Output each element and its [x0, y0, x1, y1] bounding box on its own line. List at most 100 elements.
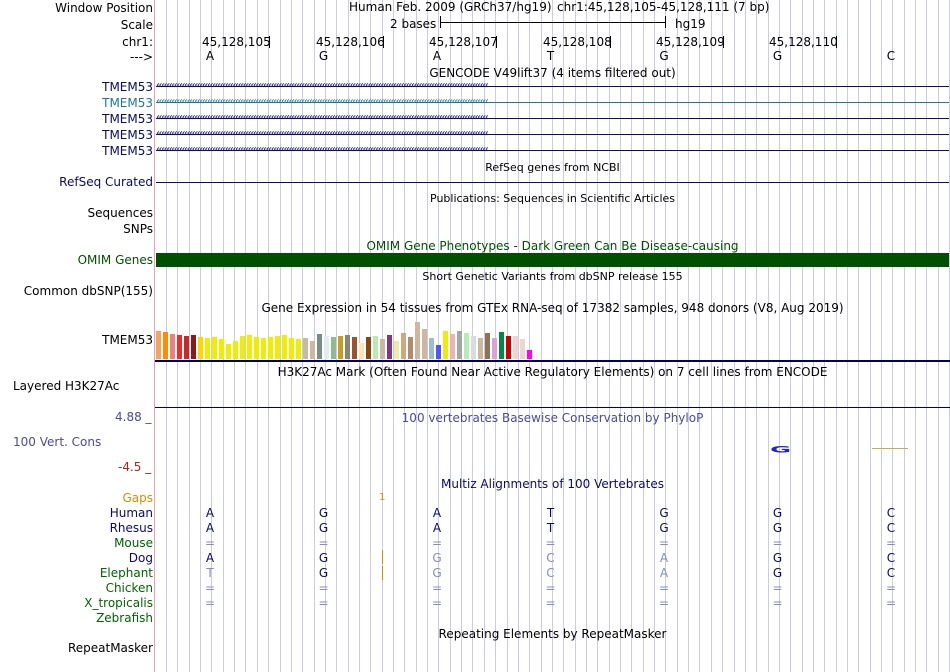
gtex-tissue-bar[interactable]	[226, 344, 231, 359]
gencode-transcript-line[interactable]	[156, 118, 949, 119]
gtex-tissue-bar[interactable]	[464, 333, 469, 359]
position-readout[interactable]: chr1:45,128,105-45,128,111 (7 bp)	[557, 0, 770, 14]
gtex-tissue-bar[interactable]	[443, 331, 448, 359]
gencode-transcript-label[interactable]: TMEM53	[102, 80, 153, 94]
gencode-transcript-label[interactable]: TMEM53	[102, 96, 153, 110]
refseq-track-label[interactable]: RefSeq Curated	[59, 175, 153, 189]
gtex-track-label[interactable]: TMEM53	[102, 333, 153, 347]
publications-track-title[interactable]: Publications: Sequences in Scientific Ar…	[430, 192, 675, 205]
multiz-track-title[interactable]: Multiz Alignments of 100 Vertebrates	[440, 477, 665, 491]
gtex-tissue-bar[interactable]	[338, 336, 343, 359]
gtex-tissue-bar[interactable]	[429, 338, 434, 359]
phylop-track-title[interactable]: 100 vertebrates Basewise Conservation by…	[401, 411, 704, 425]
gtex-tissue-bar[interactable]	[415, 322, 420, 359]
phylop-track-label[interactable]: 100 Vert. Cons	[13, 435, 102, 449]
gtex-tissue-bar[interactable]	[408, 337, 413, 359]
gtex-tissue-bar[interactable]	[513, 336, 518, 359]
gtex-tissue-bar[interactable]	[170, 334, 175, 359]
species-label[interactable]: Rhesus	[109, 521, 153, 535]
gtex-tissue-bar[interactable]	[394, 341, 399, 359]
gtex-tissue-bar[interactable]	[233, 341, 238, 359]
h3k27ac-track-label[interactable]: Layered H3K27Ac	[13, 379, 120, 393]
gtex-tissue-bar[interactable]	[324, 336, 329, 359]
species-label[interactable]: Dog	[128, 551, 153, 565]
gtex-tissue-bar[interactable]	[177, 335, 182, 359]
gtex-tissue-bar[interactable]	[450, 334, 455, 359]
gtex-tissue-bar[interactable]	[240, 336, 245, 359]
gtex-tissue-bar[interactable]	[184, 336, 189, 359]
gtex-tissue-bar[interactable]	[387, 335, 392, 359]
species-label[interactable]: Human	[109, 506, 153, 520]
gtex-tissue-bar[interactable]	[163, 332, 168, 359]
h3k27ac-track-title[interactable]: H3K27Ac Mark (Often Found Near Active Re…	[277, 365, 828, 379]
gtex-tissue-bar[interactable]	[303, 338, 308, 359]
gtex-tissue-bar[interactable]	[520, 339, 525, 359]
gencode-transcript-label[interactable]: TMEM53	[102, 144, 153, 158]
omim-track-label[interactable]: OMIM Genes	[77, 253, 153, 267]
refseq-gene-line[interactable]	[156, 182, 949, 183]
grid-line	[734, 0, 735, 672]
gencode-transcript-label[interactable]: TMEM53	[102, 128, 153, 142]
aligned-base: A	[659, 551, 669, 565]
refseq-track-title[interactable]: RefSeq genes from NCBI	[485, 161, 620, 174]
gtex-tissue-bar[interactable]	[310, 341, 315, 359]
gtex-tissue-bar[interactable]	[380, 339, 385, 359]
gtex-tissue-bar[interactable]	[198, 337, 203, 359]
gtex-tissue-bar[interactable]	[212, 337, 217, 359]
gtex-tissue-bar[interactable]	[506, 336, 511, 359]
gtex-tissue-bar[interactable]	[282, 335, 287, 359]
gtex-tissue-bar[interactable]	[527, 350, 532, 359]
repeatmasker-track-title[interactable]: Repeating Elements by RepeatMasker	[438, 627, 667, 641]
omim-gene-bar[interactable]	[156, 253, 949, 267]
dbsnp-track-title[interactable]: Short Genetic Variants from dbSNP releas…	[422, 270, 683, 283]
species-label[interactable]: Chicken	[105, 581, 153, 595]
gtex-tissue-bar[interactable]	[289, 338, 294, 359]
gtex-tissue-bar[interactable]	[492, 338, 497, 359]
gtex-tissue-bar[interactable]	[261, 338, 266, 359]
gtex-tissue-bar[interactable]	[457, 331, 462, 359]
repeatmasker-track-label[interactable]: RepeatMasker	[67, 641, 153, 655]
gtex-tissue-bar[interactable]	[317, 334, 322, 359]
species-label[interactable]: Mouse	[114, 536, 153, 550]
gencode-transcript-line[interactable]	[156, 86, 949, 87]
gaps-label[interactable]: Gaps	[122, 491, 153, 505]
species-label[interactable]: Zebrafish	[96, 611, 153, 625]
gencode-transcript-line[interactable]	[156, 150, 949, 151]
gtex-tissue-bar[interactable]	[471, 336, 476, 359]
gtex-tissue-bar[interactable]	[219, 339, 224, 359]
gtex-tissue-bar[interactable]	[366, 337, 371, 359]
gtex-tissue-bar[interactable]	[436, 345, 441, 359]
gencode-transcript-line[interactable]	[156, 102, 949, 103]
gtex-tissue-bar[interactable]	[373, 336, 378, 359]
window-position-label: Window Position	[55, 1, 153, 15]
gtex-tissue-bar[interactable]	[254, 337, 259, 359]
gtex-tissue-bar[interactable]	[296, 339, 301, 359]
gtex-tissue-bar[interactable]	[499, 332, 504, 359]
dbsnp-track-label[interactable]: Common dbSNP(155)	[23, 284, 153, 298]
gtex-tissue-bar[interactable]	[485, 333, 490, 359]
gencode-transcript-label[interactable]: TMEM53	[102, 112, 153, 126]
aligned-base: G	[318, 506, 329, 520]
snps-track-label[interactable]: SNPs	[123, 222, 153, 236]
gtex-tissue-bar[interactable]	[205, 338, 210, 359]
gtex-tissue-bar[interactable]	[275, 336, 280, 359]
omim-track-title[interactable]: OMIM Gene Phenotypes - Dark Green Can Be…	[366, 239, 739, 253]
gencode-track-title[interactable]: GENCODE V49lift37 (4 items filtered out)	[429, 66, 676, 80]
species-label[interactable]: Elephant	[99, 566, 153, 580]
gtex-tissue-bar[interactable]	[359, 343, 364, 359]
gtex-tissue-bar[interactable]	[331, 337, 336, 359]
gtex-tissue-bar[interactable]	[401, 333, 406, 359]
sequences-track-label[interactable]: Sequences	[87, 206, 153, 220]
gtex-tissue-bar[interactable]	[352, 337, 357, 359]
gtex-tissue-bar[interactable]	[478, 338, 483, 359]
gtex-tissue-bar[interactable]	[422, 329, 427, 359]
gtex-track-title[interactable]: Gene Expression in 54 tissues from GTEx …	[261, 301, 844, 315]
gtex-tissue-bar[interactable]	[345, 335, 350, 359]
gtex-tissue-bar[interactable]	[156, 331, 161, 359]
grid-line	[790, 0, 791, 672]
gencode-transcript-line[interactable]	[156, 134, 949, 135]
gtex-tissue-bar[interactable]	[191, 335, 196, 359]
gtex-tissue-bar[interactable]	[247, 335, 252, 359]
gtex-tissue-bar[interactable]	[268, 337, 273, 359]
species-label[interactable]: X_tropicalis	[84, 596, 153, 610]
